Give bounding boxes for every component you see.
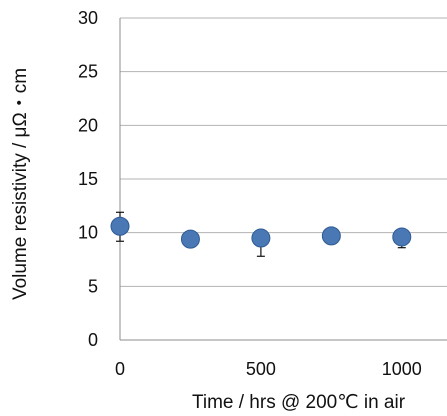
y-tick-label: 25: [78, 62, 98, 82]
x-tick-label: 500: [246, 359, 276, 379]
data-point: [180, 229, 200, 249]
y-axis-title: Volume resistivity / μΩ・cm: [10, 68, 31, 300]
x-tick-label: 1000: [382, 359, 422, 379]
y-tick-label: 30: [78, 8, 98, 28]
axes: [119, 18, 447, 341]
y-tick-labels: 0 5 10 15 20 25 30: [78, 8, 98, 350]
gridlines: [120, 17, 447, 287]
data-point: [251, 228, 271, 248]
y-tick-label: 15: [78, 169, 98, 189]
x-tick-labels: 0 500 1000: [115, 359, 422, 379]
y-tick-label: 20: [78, 115, 98, 135]
x-axis-title: Time / hrs @ 200℃ in air: [192, 392, 406, 413]
y-tick-label: 5: [88, 276, 98, 296]
data-point: [110, 216, 130, 236]
x-tick-label: 0: [115, 359, 125, 379]
y-tick-label: 0: [88, 330, 98, 350]
data-points: [110, 216, 412, 249]
data-point: [321, 226, 341, 246]
y-tick-label: 10: [78, 223, 98, 243]
data-point: [392, 227, 412, 247]
